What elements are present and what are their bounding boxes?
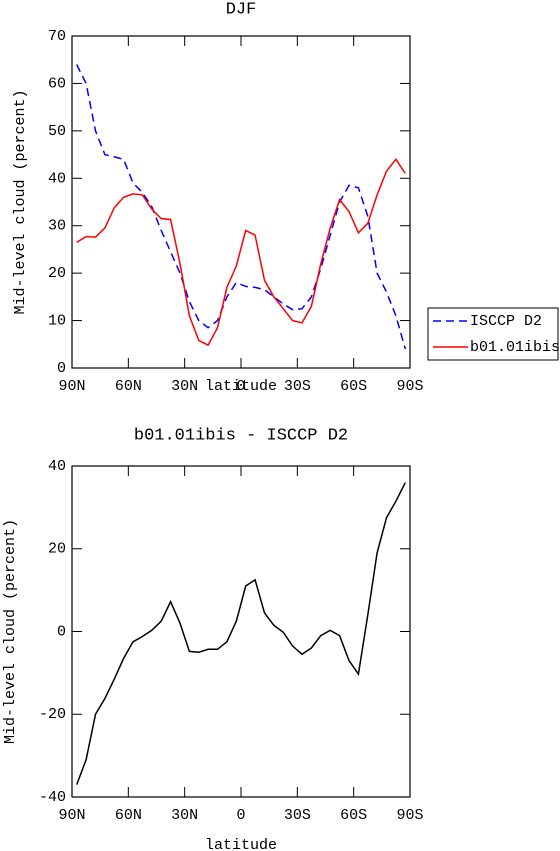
- x-tick-label: 90N: [58, 807, 85, 824]
- x-tick-label: 60S: [340, 807, 367, 824]
- y-tick-label: -20: [39, 706, 66, 723]
- x-tick-label: 60S: [340, 378, 367, 395]
- legend-box: [427, 307, 559, 361]
- y-tick-label: 60: [48, 75, 66, 92]
- y-tick-label: 10: [48, 313, 66, 330]
- x-axis-label: latitude: [205, 837, 277, 851]
- y-axis-label: Mid-level cloud (percent): [12, 89, 29, 314]
- y-tick-label: 40: [48, 458, 66, 475]
- y-tick-label: 50: [48, 123, 66, 140]
- y-tick-label: 30: [48, 218, 66, 235]
- legend-label: b01.01ibis: [470, 339, 560, 356]
- x-tick-label: 0: [236, 378, 245, 395]
- legend: ISCCP D2 b01.01ibis: [427, 307, 560, 361]
- x-tick-label: 30S: [284, 807, 311, 824]
- plot-frame: [71, 35, 411, 369]
- x-tick-label: 90S: [396, 807, 423, 824]
- x-tick-label: 0: [236, 807, 245, 824]
- plot-frame: [71, 465, 411, 798]
- x-tick-label: 90N: [58, 378, 85, 395]
- x-tick-label: 30S: [284, 378, 311, 395]
- x-tick-label: 60N: [115, 807, 142, 824]
- chart: b01.01ibis - ISCCP D2 latitude Mid-level c…: [2, 426, 424, 851]
- x-tick-label: 30N: [171, 807, 198, 824]
- y-tick-label: 0: [57, 623, 66, 640]
- legend-label: ISCCP D2: [470, 313, 542, 330]
- x-tick-label: 30N: [171, 378, 198, 395]
- x-tick-label: 60N: [115, 378, 142, 395]
- data-line: [75, 482, 406, 785]
- x-tick-label: 90S: [396, 378, 423, 395]
- series-line: [76, 158, 406, 347]
- y-tick-label: 70: [48, 28, 66, 45]
- series-line: [76, 64, 407, 350]
- y-tick-label: 20: [48, 265, 66, 282]
- chart-title: b01.01ibis - ISCCP D2: [134, 426, 348, 445]
- y-tick-label: 0: [57, 360, 66, 377]
- y-tick-label: 20: [48, 541, 66, 558]
- y-tick-label: 40: [48, 170, 66, 187]
- y-axis-label: Mid-level cloud (percent): [2, 519, 19, 744]
- x-axis-label: latitude: [205, 378, 277, 395]
- chart-title: DJF: [226, 0, 257, 19]
- y-tick-label: -40: [39, 789, 66, 806]
- chart: DJF latitude Mid-level cloud (percent) 0 10 2…: [12, 0, 560, 394]
